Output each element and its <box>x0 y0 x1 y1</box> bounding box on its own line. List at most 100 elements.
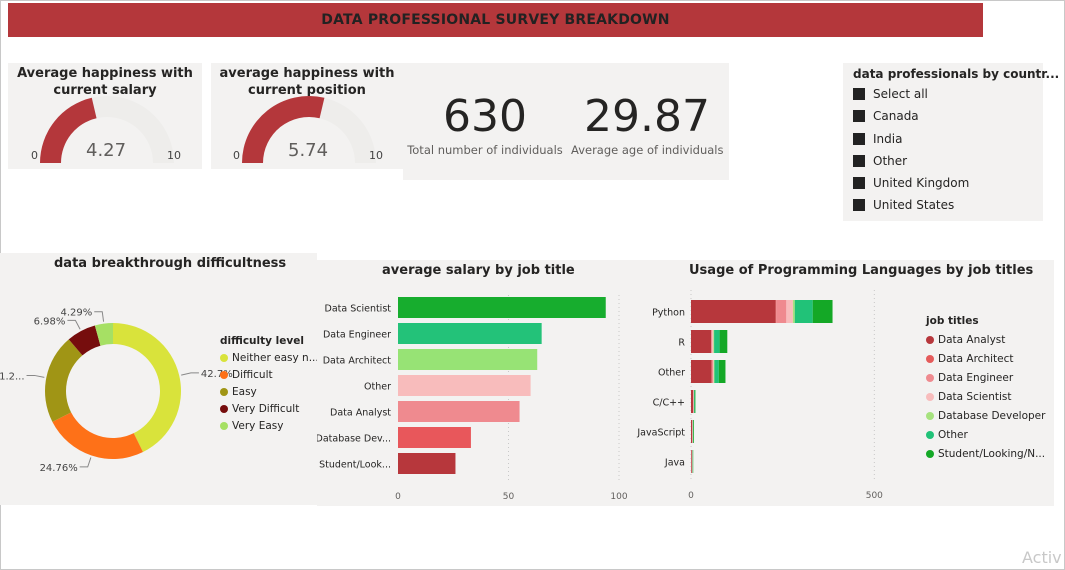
stacked-bar-segment[interactable] <box>812 300 833 323</box>
donut-slice[interactable] <box>68 325 101 356</box>
checkbox[interactable] <box>853 177 865 189</box>
gauge-fill <box>40 97 97 163</box>
gauge-value: 4.27 <box>86 140 127 161</box>
donut-data-label: 24.76% <box>40 463 78 474</box>
x-tick-label: 0 <box>395 492 401 502</box>
bar[interactable] <box>398 323 542 344</box>
stacked-bar-segment[interactable] <box>694 390 696 413</box>
legend-swatch <box>926 374 934 382</box>
stacked-bar-segment[interactable] <box>711 360 713 383</box>
donut-leader-line <box>26 374 45 378</box>
stacked-bar-segment[interactable] <box>691 300 776 323</box>
checkbox[interactable] <box>853 199 865 211</box>
stacked-bar-segment[interactable] <box>713 360 714 383</box>
stacked-bar-segment[interactable] <box>776 300 787 323</box>
stacked-bar-segment[interactable] <box>691 420 693 443</box>
y-tick-label: Python <box>652 308 685 319</box>
legend-swatch <box>926 412 934 420</box>
stacked-bar-segment[interactable] <box>691 390 694 413</box>
gauge-fill <box>242 95 325 163</box>
legend-item[interactable]: Data Engineer <box>926 372 1045 384</box>
slicer-item-label: United States <box>873 198 955 212</box>
checkbox[interactable] <box>853 110 865 122</box>
salary-bar-card[interactable]: average salary by job title 0 50 100 Data S… <box>317 260 630 506</box>
y-tick-label: Java <box>664 458 685 469</box>
stacked-bar-segment[interactable] <box>691 330 712 353</box>
gauge-title-line1: average happiness with <box>219 66 395 81</box>
legend-label: Data Architect <box>938 353 1014 365</box>
donut-slice[interactable] <box>113 323 181 453</box>
legend-item[interactable]: Easy <box>220 386 319 398</box>
legend-item[interactable]: Database Developer <box>926 410 1045 422</box>
legend-swatch <box>220 422 228 430</box>
languages-bar-card[interactable]: Usage of Programming Languages by job ti… <box>630 260 1054 506</box>
kpi-label: Total number of individuals <box>407 143 563 157</box>
donut-slice[interactable] <box>94 323 113 346</box>
stacked-bar-segment[interactable] <box>714 330 720 353</box>
gauge-title-line2: current position <box>248 83 366 98</box>
slicer-item-india[interactable]: India <box>853 132 902 146</box>
kpi-card[interactable]: 630 Total number of individuals 29.87 Av… <box>403 63 729 180</box>
bar[interactable] <box>398 375 531 396</box>
legend-item[interactable]: Very Difficult <box>220 403 319 415</box>
donut-slice[interactable] <box>52 412 143 459</box>
stacked-bar-segment[interactable] <box>693 420 694 443</box>
slicer-item-canada[interactable]: Canada <box>853 109 919 123</box>
slicer-item-label: United Kingdom <box>873 176 970 190</box>
legend-item[interactable]: Other <box>926 429 1045 441</box>
legend-item[interactable]: Neither easy n... <box>220 352 319 364</box>
bar[interactable] <box>398 349 538 370</box>
legend-item[interactable]: Difficult <box>220 369 319 381</box>
bar[interactable] <box>398 453 456 474</box>
legend-item[interactable]: Student/Looking/N... <box>926 448 1045 460</box>
gauge-position <box>242 95 376 163</box>
stacked-bar-segment[interactable] <box>718 360 726 383</box>
legend-title: difficulty level <box>220 335 304 347</box>
stacked-bar-segment[interactable] <box>711 330 713 353</box>
legend-label: Very Difficult <box>232 403 300 415</box>
donut-slice[interactable] <box>44 339 83 422</box>
gauge-salary <box>40 96 174 163</box>
stacked-bar-segment[interactable] <box>714 360 719 383</box>
languages-bar-chart: 0 500 Python R Other C/C++ JavaScript Java <box>636 290 883 501</box>
stacked-bar-segment[interactable] <box>691 450 692 473</box>
stacked-bar-segment[interactable] <box>719 330 728 353</box>
slicer-item-united-kingdom[interactable]: United Kingdom <box>853 176 969 190</box>
donut-legend: difficulty level Neither easy n... Diffi… <box>220 335 319 432</box>
slicer-item-label: Canada <box>873 109 919 123</box>
legend-item[interactable]: Data Scientist <box>926 391 1045 403</box>
legend-item[interactable]: Very Easy <box>220 420 319 432</box>
chart-title: average salary by job title <box>382 263 575 278</box>
gauge-card-position[interactable]: average happiness with current position … <box>211 63 403 169</box>
slicer-item-select-all[interactable]: Select all <box>853 87 928 101</box>
legend-swatch <box>220 388 228 396</box>
stacked-bar-segment[interactable] <box>713 330 715 353</box>
checkbox[interactable] <box>853 88 865 100</box>
y-tick-label: Student/Look... <box>319 460 391 471</box>
bar[interactable] <box>398 427 471 448</box>
checkbox[interactable] <box>853 133 865 145</box>
stacked-bar-segment[interactable] <box>712 330 714 353</box>
stacked-bar-segment[interactable] <box>691 360 712 383</box>
checkbox[interactable] <box>853 155 865 167</box>
report-title-banner: DATA PROFESSIONAL SURVEY BREAKDOWN <box>8 3 983 37</box>
legend-item[interactable]: Data Analyst <box>926 334 1045 346</box>
donut-leader-line <box>94 311 105 322</box>
stacked-bar-segment[interactable] <box>693 390 695 413</box>
slicer-item-other[interactable]: Other <box>853 154 907 168</box>
legend-item[interactable]: Data Architect <box>926 353 1045 365</box>
stacked-bar-segment[interactable] <box>713 360 715 383</box>
stacked-bar-segment[interactable] <box>792 300 795 323</box>
x-tick-label: 100 <box>610 492 627 502</box>
bar[interactable] <box>398 401 520 422</box>
difficulty-donut-card[interactable]: data breakthrough difficultness 42.7% 24.… <box>0 253 319 505</box>
legend-label: Data Analyst <box>938 334 1006 346</box>
donut-leader-line <box>181 372 199 376</box>
slicer-item-united-states[interactable]: United States <box>853 198 954 212</box>
bar[interactable] <box>398 297 606 318</box>
gauge-title-position: average happiness with current position <box>211 65 403 99</box>
stacked-bar-segment[interactable] <box>786 300 793 323</box>
stacked-bar-segment[interactable] <box>794 300 813 323</box>
gauge-card-salary[interactable]: Average happiness with current salary 0 … <box>8 63 202 169</box>
slicer-item-label: India <box>873 132 903 146</box>
